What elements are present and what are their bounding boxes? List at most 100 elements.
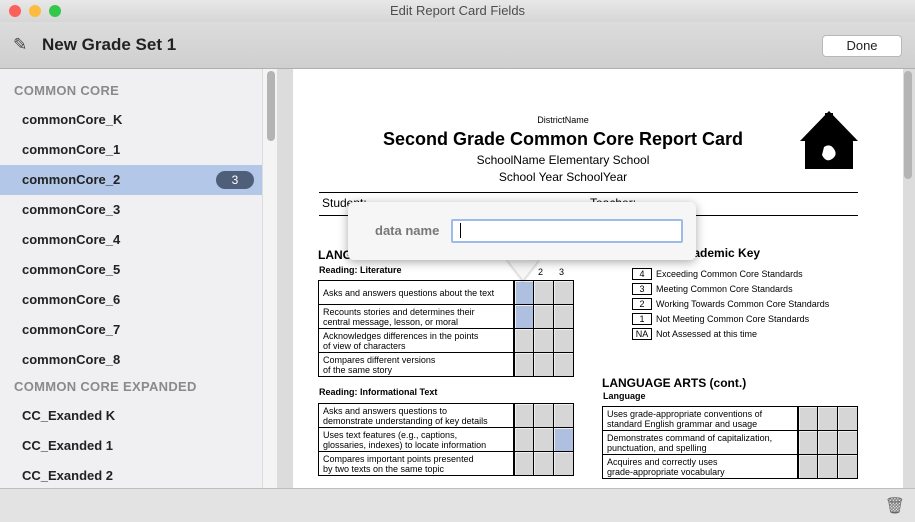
- grade-cell[interactable]: [553, 451, 574, 476]
- sidebar-section-header: COMMON CORE EXPANDED: [14, 379, 197, 394]
- report-page: DistrictName Second Grade Common Core Re…: [293, 69, 903, 488]
- school-year: School Year SchoolYear: [498, 170, 628, 184]
- zoom-window-button[interactable]: [49, 5, 61, 17]
- school-name: SchoolName Elementary School: [476, 153, 650, 167]
- grade-cell[interactable]: [512, 352, 534, 377]
- sidebar-item[interactable]: CC_Exanded K: [22, 408, 116, 423]
- language-table: Uses grade-appropriate conventions of sta…: [602, 406, 858, 479]
- schoolhouse-icon: [800, 111, 858, 169]
- grade-cell[interactable]: [533, 352, 554, 377]
- data-name-popover: data name: [348, 202, 696, 260]
- divider: [319, 192, 858, 193]
- grade-cell[interactable]: [817, 430, 838, 455]
- subsection-heading: Reading: Informational Text: [319, 387, 438, 397]
- table-row: Uses text features (e.g., captions, gloss…: [318, 427, 574, 452]
- criterion-text: Demonstrates command of capitalization, p…: [602, 430, 798, 455]
- key-entry: 2 Working Towards Common Core Standards: [632, 298, 829, 310]
- grade-cell[interactable]: [553, 304, 574, 329]
- criterion-text: Asks and answers questions about the tex…: [318, 280, 514, 305]
- district-name: DistrictName: [537, 115, 589, 125]
- grade-cell[interactable]: [837, 430, 858, 455]
- pencil-icon[interactable]: ✎: [13, 35, 28, 54]
- scroll-thumb[interactable]: [904, 71, 912, 179]
- grade-cell[interactable]: [553, 352, 574, 377]
- grade-cell[interactable]: [553, 427, 574, 452]
- key-title: Academic Key: [678, 246, 761, 260]
- sidebar-item[interactable]: commonCore_1: [22, 142, 121, 157]
- criterion-text: Compares different versions of the same s…: [318, 352, 514, 377]
- grade-cell[interactable]: [837, 406, 858, 431]
- table-row: Asks and answers questions about the tex…: [318, 280, 574, 305]
- key-entry: 4 Exceeding Common Core Standards: [632, 268, 803, 280]
- grade-cell[interactable]: [553, 403, 574, 428]
- done-button[interactable]: Done: [822, 35, 902, 57]
- grade-cell[interactable]: [512, 403, 534, 428]
- grade-cell[interactable]: [533, 328, 554, 353]
- grade-cell[interactable]: [533, 280, 554, 305]
- criterion-text: Uses text features (e.g., captions, gloss…: [318, 427, 514, 452]
- sidebar-item[interactable]: commonCore_6: [22, 292, 121, 307]
- grade-set-title[interactable]: New Grade Set 1: [42, 35, 177, 54]
- grade-cell[interactable]: [533, 451, 554, 476]
- criterion-text: Acknowledges differences in the points of…: [318, 328, 514, 353]
- column-label: 2: [538, 267, 544, 277]
- grade-cell[interactable]: [796, 430, 818, 455]
- table-row: Asks and answers questions to demonstrate…: [318, 403, 574, 428]
- grade-cell[interactable]: [553, 280, 574, 305]
- sidebar-item[interactable]: commonCore_8: [22, 352, 121, 367]
- grade-cell[interactable]: [533, 403, 554, 428]
- grade-cell[interactable]: [512, 427, 534, 452]
- table-row: Compares different versions of the same s…: [318, 352, 574, 377]
- count-badge: 3: [216, 171, 254, 189]
- grade-cell[interactable]: [512, 280, 534, 305]
- informational-table: Asks and answers questions to demonstrate…: [318, 403, 574, 476]
- table-row: Recounts stories and determines their cen…: [318, 304, 574, 329]
- data-name-label: data name: [375, 223, 440, 238]
- key-entry: 1 Not Meeting Common Core Standards: [632, 313, 809, 325]
- criterion-text: Acquires and correctly uses grade-appropr…: [602, 454, 798, 479]
- popover-arrow: [506, 258, 540, 280]
- sidebar-item[interactable]: commonCore_7: [22, 322, 121, 337]
- table-row: Compares important points presented by tw…: [318, 451, 574, 476]
- grade-cell[interactable]: [533, 427, 554, 452]
- sidebar-item[interactable]: commonCore_2 3: [0, 165, 262, 195]
- trash-icon[interactable]: 🗑: [884, 498, 905, 515]
- table-row: Acknowledges differences in the points of…: [318, 328, 574, 353]
- sidebar-item[interactable]: commonCore_4: [22, 232, 121, 247]
- subsection-heading: Language: [603, 391, 646, 401]
- table-row: Acquires and correctly uses grade-appropr…: [602, 454, 858, 479]
- literature-table: Asks and answers questions about the tex…: [318, 280, 574, 377]
- data-name-input[interactable]: [451, 219, 683, 243]
- grade-cell[interactable]: [796, 406, 818, 431]
- bottom-bar: 🗑: [0, 488, 915, 522]
- grade-cell[interactable]: [512, 451, 534, 476]
- grade-cell[interactable]: [837, 454, 858, 479]
- grade-cell[interactable]: [817, 454, 838, 479]
- minimize-window-button[interactable]: [29, 5, 41, 17]
- grade-cell[interactable]: [817, 406, 838, 431]
- grade-cell[interactable]: [553, 328, 574, 353]
- close-window-button[interactable]: [9, 5, 21, 17]
- sidebar-section-header: COMMON CORE: [14, 83, 120, 98]
- grade-cell[interactable]: [512, 328, 534, 353]
- key-entry: NA Not Assessed at this time: [632, 328, 757, 340]
- sidebar-item[interactable]: commonCore_3: [22, 202, 121, 217]
- table-row: Uses grade-appropriate conventions of sta…: [602, 406, 858, 431]
- report-title: Second Grade Common Core Report Card: [382, 129, 744, 149]
- key-entry: 3 Meeting Common Core Standards: [632, 283, 793, 295]
- sidebar-item[interactable]: CC_Exanded 1: [22, 438, 114, 453]
- grade-cell[interactable]: [512, 304, 534, 329]
- window-title: Edit Report Card Fields: [389, 3, 526, 18]
- grade-cell[interactable]: [533, 304, 554, 329]
- sidebar-scrollbar[interactable]: [262, 69, 277, 488]
- document-scrollbar[interactable]: [900, 69, 915, 488]
- sidebar-item[interactable]: CC_Exanded 2: [22, 468, 114, 483]
- criterion-text: Compares important points presented by tw…: [318, 451, 514, 476]
- grade-cell[interactable]: [796, 454, 818, 479]
- sidebar-item[interactable]: commonCore_5: [22, 262, 121, 277]
- subsection-heading: Reading: Literature: [319, 265, 402, 275]
- sidebar-item[interactable]: commonCore_K: [22, 112, 123, 127]
- scroll-thumb[interactable]: [267, 71, 275, 141]
- toolbar: ✎ New Grade Set 1 Done: [0, 22, 915, 69]
